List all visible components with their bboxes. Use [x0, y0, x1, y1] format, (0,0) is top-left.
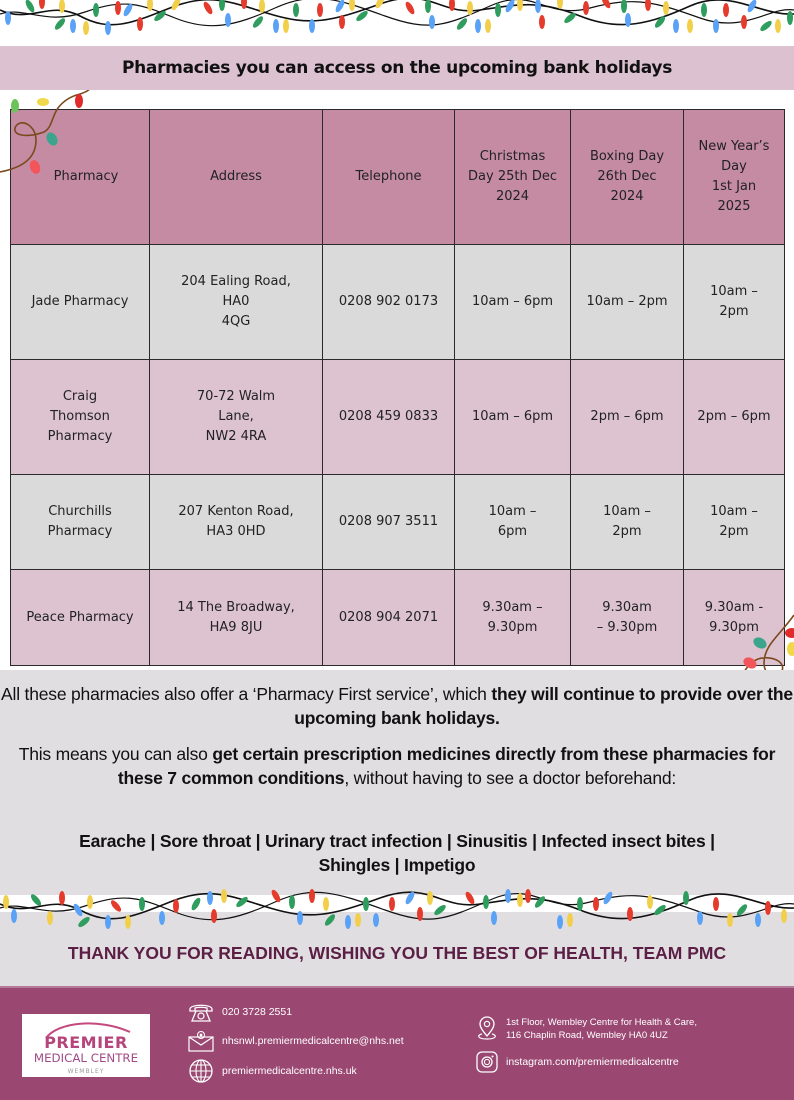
- column-header-new-years-day: New Year’s Day 1st Jan 2025: [683, 109, 785, 245]
- christmas-lights-decoration: [0, 889, 794, 929]
- new-years-hours: 2pm – 6pm: [683, 359, 785, 475]
- pharmacy-telephone: 0208 904 2071: [322, 569, 455, 666]
- pharmacy-name: Craig Thomson Pharmacy: [10, 359, 150, 475]
- footer-email: nhsnwl.premiermedicalcentre@nhs.net: [188, 1030, 404, 1052]
- pharmacy-address: 204 Ealing Road, HA0 4QG: [149, 244, 323, 360]
- column-header-telephone: Telephone: [322, 109, 455, 245]
- table-row: Peace Pharmacy 14 The Broadway, HA9 8JU …: [10, 569, 785, 666]
- christmas-hours: 10am – 6pm: [454, 474, 571, 570]
- pharmacy-address: 207 Kenton Road, HA3 0HD: [149, 474, 323, 570]
- pharmacy-first-paragraph: All these pharmacies also offer a ‘Pharm…: [0, 682, 794, 730]
- paragraph-text: , without having to see a doctor beforeh…: [344, 768, 677, 788]
- email-address[interactable]: nhsnwl.premiermedicalcentre@nhs.net: [222, 1035, 404, 1047]
- footer-address: 1st Floor, Wembley Centre for Health & C…: [476, 1016, 697, 1042]
- column-header-address: Address: [149, 109, 323, 245]
- prescription-paragraph: This means you can also get certain pres…: [0, 742, 794, 790]
- boxing-day-hours: 9.30am – 9.30pm: [570, 569, 684, 666]
- christmas-hours: 9.30am – 9.30pm: [454, 569, 571, 666]
- table-row: Churchills Pharmacy 207 Kenton Road, HA3…: [10, 474, 785, 570]
- conditions-list: Earache | Sore throat | Urinary tract in…: [0, 829, 794, 877]
- website-link[interactable]: premiermedicalcentre.nhs.uk: [222, 1065, 357, 1077]
- pharmacy-table: Pharmacy Address Telephone Christmas Day…: [10, 109, 785, 666]
- boxing-day-hours: 10am – 2pm: [570, 244, 684, 360]
- boxing-day-hours: 10am – 2pm: [570, 474, 684, 570]
- paragraph-text: This means you can also: [18, 744, 213, 764]
- footer: PREMIER MEDICAL CENTRE WEMBLEY 020 3728 …: [0, 986, 794, 1100]
- footer-phone: 020 3728 2551: [188, 1001, 292, 1023]
- page-title: Pharmacies you can access on the upcomin…: [121, 58, 673, 78]
- column-header-pharmacy: Pharmacy: [10, 109, 150, 245]
- premier-medical-centre-logo: PREMIER MEDICAL CENTRE WEMBLEY: [22, 1014, 150, 1077]
- pharmacy-first-info-section: All these pharmacies also offer a ‘Pharm…: [0, 670, 794, 986]
- conditions-line-2: Shingles | Impetigo: [318, 855, 476, 875]
- new-years-hours: 9.30am - 9.30pm: [683, 569, 785, 666]
- footer-instagram: instagram.com/premiermedicalcentre: [476, 1051, 679, 1073]
- globe-icon: [189, 1059, 213, 1083]
- boxing-day-hours: 2pm – 6pm: [570, 359, 684, 475]
- telephone-icon: [189, 1004, 213, 1022]
- christmas-hours: 10am – 6pm: [454, 244, 571, 360]
- thank-you-message: THANK YOU FOR READING, WISHING YOU THE B…: [67, 943, 727, 963]
- paragraph-text: All these pharmacies also offer a ‘Pharm…: [1, 684, 492, 704]
- pharmacy-name: Peace Pharmacy: [10, 569, 150, 666]
- instagram-icon: [476, 1051, 498, 1073]
- instagram-link[interactable]: instagram.com/premiermedicalcentre: [506, 1056, 679, 1068]
- new-years-hours: 10am – 2pm: [683, 244, 785, 360]
- logo-text-wembley: WEMBLEY: [67, 1068, 105, 1075]
- footer-website: premiermedicalcentre.nhs.uk: [188, 1059, 357, 1083]
- column-header-boxing-day: Boxing Day 26th Dec 2024: [570, 109, 684, 245]
- footer-divider: [0, 986, 794, 988]
- logo-text-medical-centre: MEDICAL CENTRE: [33, 1051, 139, 1065]
- paragraph-emphasis: they will continue to provide over the u…: [294, 684, 793, 728]
- christmas-lights-decoration: [0, 0, 794, 35]
- pharmacy-name: Jade Pharmacy: [10, 244, 150, 360]
- phone-number[interactable]: 020 3728 2551: [222, 1006, 293, 1018]
- pharmacy-address: 14 The Broadway, HA9 8JU: [149, 569, 323, 666]
- pharmacy-name: Churchills Pharmacy: [10, 474, 150, 570]
- column-header-christmas: Christmas Day 25th Dec 2024: [454, 109, 571, 245]
- table-header-row: Pharmacy Address Telephone Christmas Day…: [10, 109, 785, 245]
- pharmacy-telephone: 0208 902 0173: [322, 244, 455, 360]
- christmas-hours: 10am – 6pm: [454, 359, 571, 475]
- postal-address: 1st Floor, Wembley Centre for Health & C…: [506, 1017, 697, 1041]
- new-years-hours: 10am – 2pm: [683, 474, 785, 570]
- pharmacy-telephone: 0208 907 3511: [322, 474, 455, 570]
- title-banner: Pharmacies you can access on the upcomin…: [0, 46, 794, 90]
- conditions-line-1: Earache | Sore throat | Urinary tract in…: [79, 831, 715, 851]
- hanging-lights-top-left-decoration: [0, 90, 90, 174]
- envelope-icon: [188, 1031, 214, 1052]
- pharmacy-address: 70-72 Walm Lane, NW2 4RA: [149, 359, 323, 475]
- logo-arc-icon: [45, 1022, 131, 1038]
- pharmacy-telephone: 0208 459 0833: [322, 359, 455, 475]
- table-row: Jade Pharmacy 204 Ealing Road, HA0 4QG 0…: [10, 244, 785, 360]
- paragraph-emphasis: get certain prescription medicines direc…: [117, 744, 776, 788]
- location-pin-icon: [478, 1016, 496, 1040]
- logo-text-premier: PREMIER: [44, 1033, 128, 1052]
- table-row: Craig Thomson Pharmacy 70-72 Walm Lane, …: [10, 359, 785, 475]
